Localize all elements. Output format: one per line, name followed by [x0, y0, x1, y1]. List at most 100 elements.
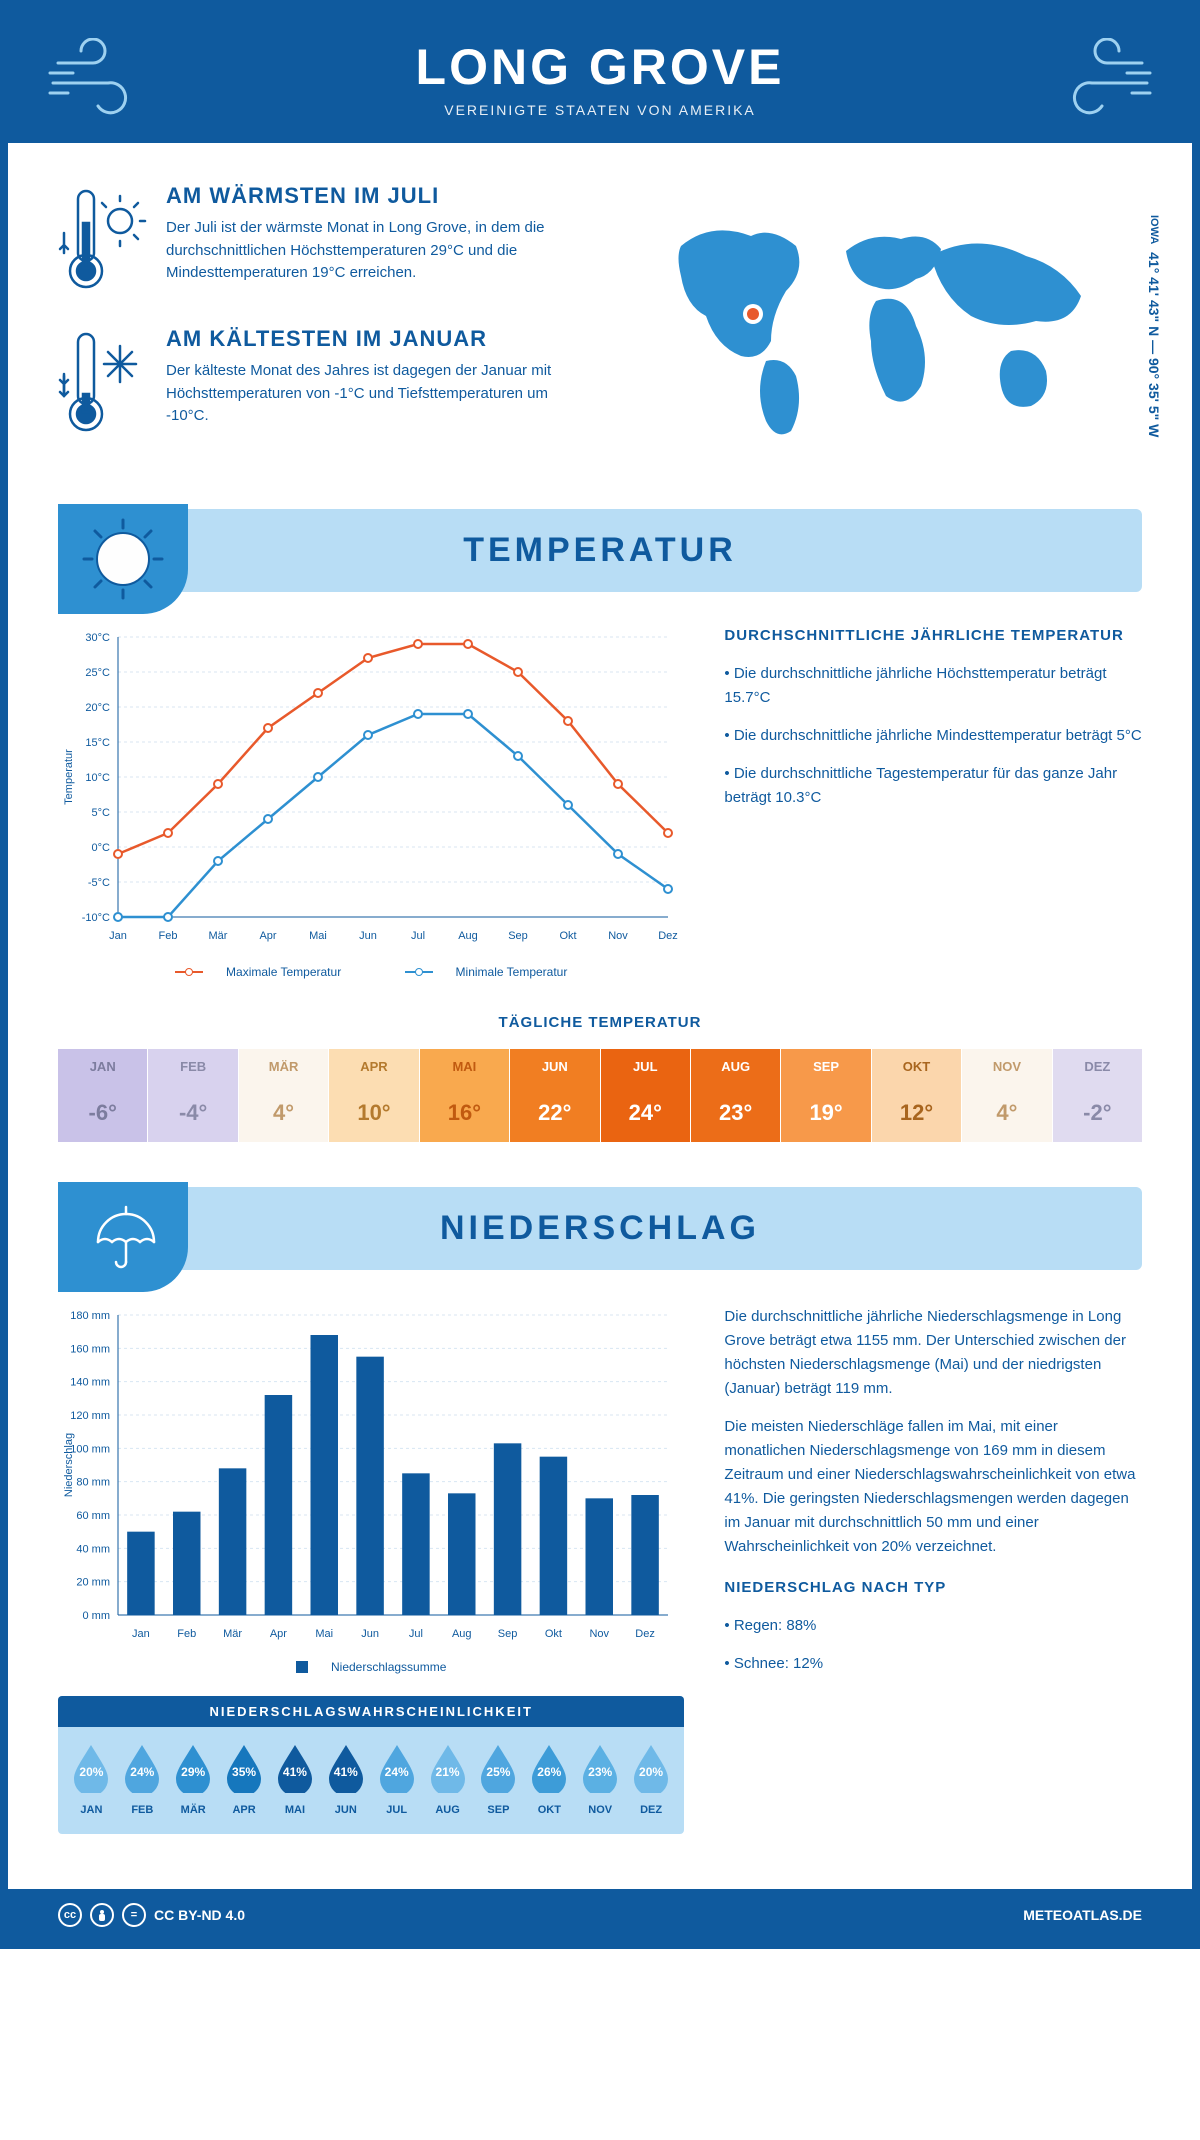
- precipitation-legend: Niederschlagssumme: [58, 1660, 684, 1676]
- warmest-text: Der Juli ist der wärmste Monat in Long G…: [166, 217, 580, 285]
- svg-text:40 mm: 40 mm: [76, 1543, 110, 1555]
- temperature-notes: DURCHSCHNITTLICHE JÄHRLICHE TEMPERATUR •…: [724, 627, 1142, 979]
- svg-text:Niederschlag: Niederschlag: [63, 1433, 75, 1497]
- world-map-icon: [661, 206, 1101, 446]
- thermometer-cold-icon: [58, 326, 148, 441]
- svg-text:5°C: 5°C: [92, 807, 111, 819]
- svg-text:Mär: Mär: [209, 930, 228, 942]
- daily-temp-title: TÄGLICHE TEMPERATUR: [58, 1014, 1142, 1031]
- svg-text:-10°C: -10°C: [82, 912, 110, 924]
- temp-cell: DEZ-2°: [1053, 1049, 1142, 1142]
- temperature-row: -10°C-5°C0°C5°C10°C15°C20°C25°C30°CJanFe…: [58, 627, 1142, 979]
- drop: 20%JAN: [66, 1741, 117, 1816]
- precipitation-notes: Die durchschnittliche jährliche Niedersc…: [724, 1305, 1142, 1834]
- precipitation-row: 0 mm20 mm40 mm60 mm80 mm100 mm120 mm140 …: [58, 1305, 1142, 1834]
- svg-text:Apr: Apr: [259, 930, 276, 942]
- temp-cell: OKT12°: [872, 1049, 962, 1142]
- warmest-title: AM WÄRMSTEN IM JULI: [166, 183, 580, 209]
- coldest-block: AM KÄLTESTEN IM JANUAR Der kälteste Mona…: [58, 326, 580, 441]
- footer: cc = CC BY-ND 4.0 METEOATLAS.DE: [8, 1889, 1192, 1941]
- drop: 26%OKT: [524, 1741, 575, 1816]
- temperature-legend: Maximale Temperatur Minimale Temperatur: [58, 962, 684, 979]
- temp-cell: AUG23°: [691, 1049, 781, 1142]
- svg-text:-5°C: -5°C: [88, 877, 110, 889]
- svg-text:Sep: Sep: [498, 1628, 518, 1640]
- drop: 20%DEZ: [626, 1741, 677, 1816]
- svg-text:100 mm: 100 mm: [70, 1443, 110, 1455]
- drop: 24%FEB: [117, 1741, 168, 1816]
- temp-cell: JUN22°: [510, 1049, 600, 1142]
- svg-text:Aug: Aug: [452, 1628, 472, 1640]
- svg-text:Jan: Jan: [132, 1628, 150, 1640]
- svg-text:Mai: Mai: [309, 930, 327, 942]
- svg-text:Okt: Okt: [559, 930, 576, 942]
- svg-text:160 mm: 160 mm: [70, 1343, 110, 1355]
- precipitation-chart: 0 mm20 mm40 mm60 mm80 mm100 mm120 mm140 …: [58, 1305, 684, 1834]
- svg-text:60 mm: 60 mm: [76, 1510, 110, 1522]
- map-column: IOWA 41° 41' 43" N — 90° 35' 5" W: [620, 183, 1142, 469]
- svg-text:30°C: 30°C: [85, 632, 110, 644]
- temp-cell: APR10°: [329, 1049, 419, 1142]
- page-title: LONG GROVE: [8, 38, 1192, 96]
- temp-cell: MÄR4°: [239, 1049, 329, 1142]
- temp-cell: SEP19°: [781, 1049, 871, 1142]
- temp-cell: NOV4°: [962, 1049, 1052, 1142]
- drop: 21%AUG: [422, 1741, 473, 1816]
- precipitation-banner: NIEDERSCHLAG: [58, 1187, 1142, 1270]
- header: LONG GROVE VEREINIGTE STAATEN VON AMERIK…: [8, 8, 1192, 143]
- svg-text:0 mm: 0 mm: [83, 1610, 111, 1622]
- coldest-title: AM KÄLTESTEN IM JANUAR: [166, 326, 580, 352]
- drop: 23%NOV: [575, 1741, 626, 1816]
- svg-text:Jun: Jun: [361, 1628, 379, 1640]
- drop: 25%SEP: [473, 1741, 524, 1816]
- temp-cell: FEB-4°: [148, 1049, 238, 1142]
- svg-text:Feb: Feb: [177, 1628, 196, 1640]
- drop: 35%APR: [219, 1741, 270, 1816]
- license: cc = CC BY-ND 4.0: [58, 1903, 245, 1927]
- info-column: AM WÄRMSTEN IM JULI Der Juli ist der wär…: [58, 183, 580, 469]
- svg-text:15°C: 15°C: [85, 737, 110, 749]
- svg-text:Dez: Dez: [658, 930, 678, 942]
- svg-text:180 mm: 180 mm: [70, 1310, 110, 1322]
- svg-text:Apr: Apr: [270, 1628, 287, 1640]
- svg-text:Jun: Jun: [359, 930, 377, 942]
- nd-icon: =: [122, 1903, 146, 1927]
- umbrella-icon: [58, 1182, 188, 1292]
- svg-text:Jan: Jan: [109, 930, 127, 942]
- svg-text:Sep: Sep: [508, 930, 528, 942]
- svg-text:80 mm: 80 mm: [76, 1477, 110, 1489]
- svg-text:Nov: Nov: [589, 1628, 609, 1640]
- svg-text:Jul: Jul: [409, 1628, 423, 1640]
- temperature-title: TEMPERATUR: [58, 531, 1142, 570]
- site-label: METEOATLAS.DE: [1023, 1907, 1142, 1923]
- svg-text:20°C: 20°C: [85, 702, 110, 714]
- svg-text:Aug: Aug: [458, 930, 478, 942]
- drop: 41%MAI: [270, 1741, 321, 1816]
- daily-temp-table: JAN-6°FEB-4°MÄR4°APR10°MAI16°JUN22°JUL24…: [58, 1049, 1142, 1142]
- svg-text:Mär: Mär: [223, 1628, 242, 1640]
- drop: 29%MÄR: [168, 1741, 219, 1816]
- coords-label: IOWA 41° 41' 43" N — 90° 35' 5" W: [1146, 183, 1162, 469]
- svg-text:10°C: 10°C: [85, 772, 110, 784]
- svg-text:Nov: Nov: [608, 930, 628, 942]
- drop: 41%JUN: [320, 1741, 371, 1816]
- svg-text:Dez: Dez: [635, 1628, 655, 1640]
- probability-box: NIEDERSCHLAGSWAHRSCHEINLICHKEIT 20%JAN24…: [58, 1696, 684, 1834]
- coldest-text: Der kälteste Monat des Jahres ist dagege…: [166, 360, 580, 428]
- temp-cell: JUL24°: [601, 1049, 691, 1142]
- svg-text:Okt: Okt: [545, 1628, 562, 1640]
- cc-icon: cc: [58, 1903, 82, 1927]
- warmest-block: AM WÄRMSTEN IM JULI Der Juli ist der wär…: [58, 183, 580, 298]
- precipitation-title: NIEDERSCHLAG: [58, 1209, 1142, 1248]
- temperature-banner: TEMPERATUR: [58, 509, 1142, 592]
- svg-text:Temperatur: Temperatur: [63, 749, 75, 805]
- temp-cell: MAI16°: [420, 1049, 510, 1142]
- sun-icon: [58, 504, 188, 614]
- svg-text:0°C: 0°C: [92, 842, 111, 854]
- page-subtitle: VEREINIGTE STAATEN VON AMERIKA: [8, 102, 1192, 118]
- thermometer-hot-icon: [58, 183, 148, 298]
- svg-text:Jul: Jul: [411, 930, 425, 942]
- by-icon: [90, 1903, 114, 1927]
- svg-text:Feb: Feb: [159, 930, 178, 942]
- drop: 24%JUL: [371, 1741, 422, 1816]
